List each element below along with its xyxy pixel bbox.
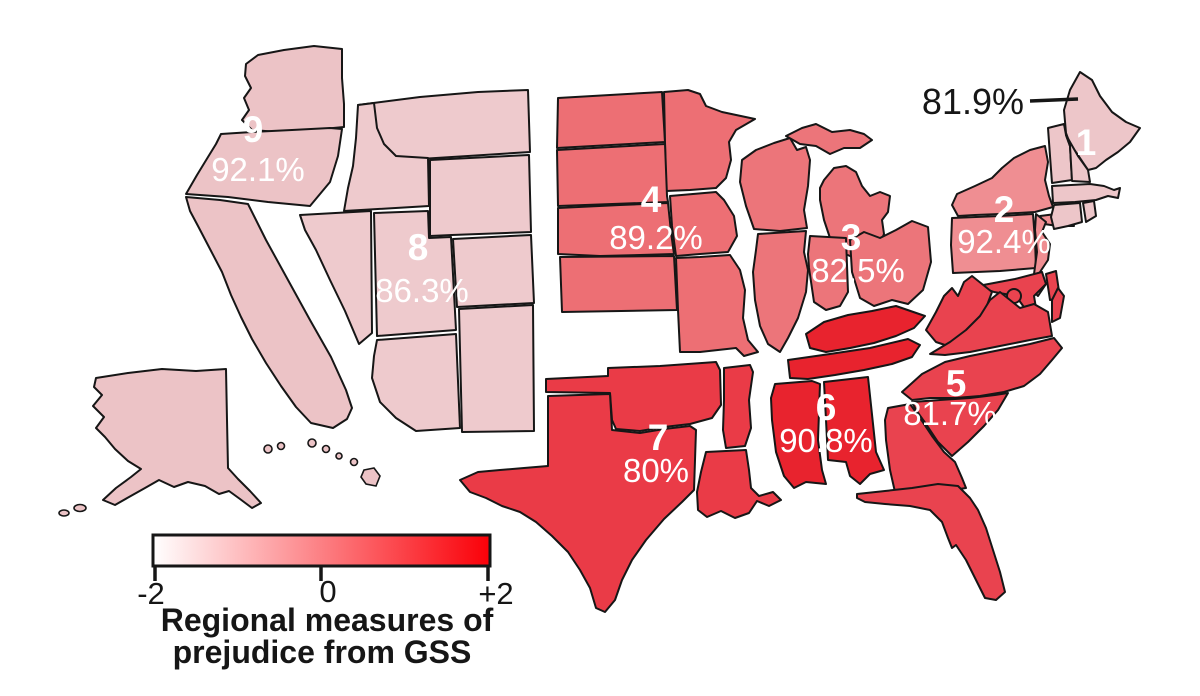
region-7-number: 7 [648,417,669,458]
legend-label-max: +2 [478,576,513,611]
region-1-callout: 81.9% [922,81,1079,122]
virginia-eastern-shore [1051,287,1065,323]
region-4-west-north-central [556,89,759,357]
state-massachusetts [1051,183,1121,204]
state-kentucky [805,305,926,353]
hawaii-big-island [360,467,381,487]
region-3-number: 3 [841,217,862,258]
region-8-mountain [299,89,535,433]
state-colorado [452,234,535,308]
state-nevada [299,210,373,345]
state-new-york [951,145,1054,217]
callout-line [1029,97,1079,103]
hawaii-islands [263,438,381,487]
state-north-dakota [556,91,666,149]
region-9-percent: 92.1% [211,151,305,188]
state-iowa [669,191,738,257]
region-9-number: 9 [243,109,264,150]
state-wisconsin [739,137,811,232]
region-2-middle-atlantic [950,145,1075,297]
state-alabama [823,376,885,485]
state-utah [373,210,457,337]
state-michigan-lower [819,165,891,257]
state-ohio [849,220,932,307]
region-2-number: 2 [994,189,1015,230]
state-oregon [185,127,343,207]
region-7-percent: 80% [623,452,689,489]
region-5-number: 5 [946,363,967,404]
state-north-carolina [901,337,1063,401]
aleutian-island [73,503,87,513]
state-alaska [92,368,262,509]
callout-value: 81.9% [922,81,1024,122]
state-new-hampshire [1065,134,1091,183]
state-arkansas [722,364,754,449]
legend-gradient-bar [151,533,492,568]
state-florida [856,483,1006,601]
state-georgia [884,403,967,495]
region-labels: 9 92.1% 8 86.3% 4 89.2% 3 82.5% 2 92.4% … [211,109,1096,489]
legend-label-min: -2 [137,576,165,611]
state-virginia [929,291,1053,356]
state-idaho [343,102,430,212]
state-south-carolina [911,392,1009,457]
region-4-number: 4 [641,179,662,220]
state-louisiana [696,449,782,519]
legend-label-mid: 0 [319,574,336,609]
state-connecticut [1050,202,1083,230]
legend-caption-line2: prejudice from GSS [173,634,472,670]
state-minnesota [663,89,756,192]
legend: -2 0 +2 Regional measures of prejudice f… [137,533,514,670]
region-4-percent: 89.2% [609,219,703,256]
aleutian-island [58,509,70,517]
region-6-east-south-central [770,305,926,489]
state-nebraska [557,202,675,257]
region-3-east-north-central [739,123,932,353]
region-7-west-south-central [459,361,782,613]
region-1-new-england [1047,71,1141,230]
region-6-number: 6 [816,387,837,428]
region-8-percent: 86.3% [375,272,469,309]
state-illinois [752,230,809,353]
state-south-dakota [556,143,669,207]
state-wyoming [429,154,532,237]
region-5-south-atlantic [856,270,1065,601]
region-6-percent: 90.8% [779,422,873,459]
region-8-number: 8 [408,227,429,268]
state-mississippi [770,380,827,489]
state-michigan-upper [785,123,873,155]
state-missouri [675,254,759,357]
state-kansas [559,255,678,313]
state-california [185,196,353,429]
legend-caption-line1: Regional measures of [161,602,494,638]
region-1-number: 1 [1076,122,1097,163]
state-texas [459,393,697,613]
state-new-mexico [458,304,535,433]
state-rhode-island [1082,200,1097,223]
state-indiana [807,235,849,311]
region-9-pacific [58,45,381,517]
state-arizona [371,333,461,432]
region-3-percent: 82.5% [811,252,905,289]
region-2-percent: 92.4% [957,223,1051,260]
region-5-percent: 81.7% [903,395,997,432]
state-tennessee [787,338,921,380]
